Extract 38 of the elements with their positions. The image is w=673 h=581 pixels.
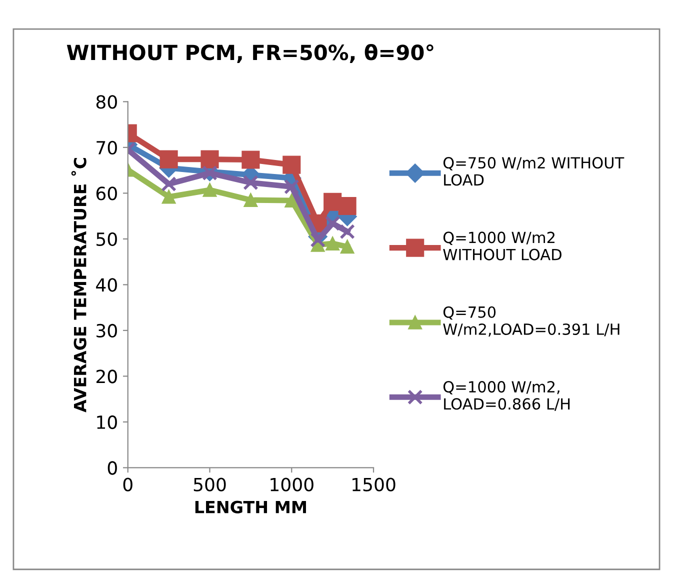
legend-label: Q=750 W/m2,LOAD=0.391 L/H — [443, 306, 620, 337]
point — [202, 183, 217, 197]
y-tick-label: 60 — [96, 186, 117, 200]
point — [324, 216, 340, 232]
x-tick-label: 500 — [194, 478, 226, 492]
point — [338, 196, 356, 216]
y-tick-label: 20 — [96, 370, 117, 384]
y-tick-label: 50 — [96, 232, 117, 246]
point — [161, 176, 176, 192]
x-tick-label: 0 — [123, 478, 132, 492]
point — [243, 175, 258, 190]
legend-label: Q=750 W/m2 WITHOUT LOAD — [443, 157, 624, 186]
point — [326, 236, 340, 250]
y-tick-label: 40 — [96, 278, 117, 292]
point — [162, 190, 176, 204]
point — [284, 194, 299, 208]
point — [244, 193, 258, 207]
y-tick-label: 80 — [96, 95, 117, 109]
point — [160, 150, 178, 168]
x-tick-label: 1500 — [352, 478, 396, 492]
point — [340, 224, 355, 240]
y-tick-label: 0 — [108, 461, 117, 475]
point — [310, 232, 326, 248]
point — [202, 165, 218, 181]
y-axis-title: AVERAGE TEMPERATURE ˚C — [71, 158, 86, 412]
point — [282, 156, 301, 174]
point — [284, 179, 300, 194]
y-tick-label: 10 — [97, 415, 117, 430]
point — [200, 150, 219, 168]
chart-title: WITHOUT PCM, FR=50%, θ=90° — [66, 44, 434, 63]
x-tick-label: 1000 — [270, 478, 314, 492]
legend-label: Q=1000 W/m2, LOAD=0.866 L/H — [443, 381, 570, 411]
y-tick-label: 70 — [96, 140, 117, 155]
legend-label: Q=1000 W/m2 WITHOUT LOAD — [443, 232, 562, 260]
y-tick-label: 30 — [96, 324, 117, 338]
x-axis-title: LENGTH MM — [195, 500, 306, 514]
point — [340, 240, 354, 254]
point — [242, 150, 260, 169]
